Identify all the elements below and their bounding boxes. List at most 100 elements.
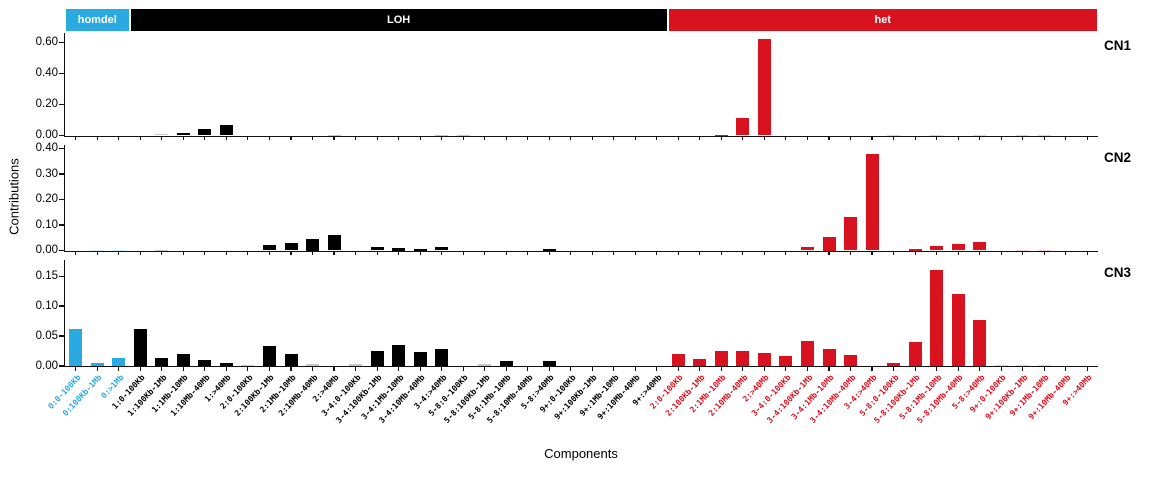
x-tick (182, 367, 184, 371)
x-tick (570, 251, 572, 256)
bar (1037, 134, 1051, 136)
x-tick (376, 251, 378, 256)
x-tick (333, 136, 335, 141)
group-band-homdel: homdel (66, 9, 129, 31)
bar (306, 364, 319, 366)
bar (757, 39, 771, 136)
bar (973, 319, 987, 366)
x-tick (1022, 367, 1024, 371)
x-tick (225, 367, 227, 371)
x-tick (656, 251, 658, 256)
y-tick-label: 0.00 (35, 244, 58, 256)
bar (736, 118, 750, 136)
x-tick (161, 136, 163, 141)
y-tick (59, 173, 65, 175)
bar (306, 239, 319, 251)
bar (930, 270, 944, 366)
bar (392, 345, 406, 366)
bar (112, 249, 126, 251)
bar (1016, 364, 1030, 366)
bar (349, 364, 362, 366)
bar (714, 351, 728, 366)
bar (155, 249, 169, 251)
x-tick (398, 251, 400, 256)
bar (435, 134, 449, 136)
x-tick (914, 136, 916, 141)
bar (155, 357, 169, 366)
x-tick (247, 136, 249, 141)
group-band-label-LOH: LOH (386, 14, 411, 26)
bar (887, 363, 901, 366)
bar (1037, 364, 1051, 366)
y-tick (59, 275, 65, 277)
x-tick (720, 251, 722, 256)
x-tick (182, 251, 184, 256)
x-tick (505, 251, 507, 256)
y-tick (59, 134, 65, 137)
x-tick (979, 251, 981, 256)
x-tick (290, 136, 292, 141)
bar (370, 247, 384, 251)
x-tick (462, 251, 464, 256)
x-tick (570, 136, 572, 141)
bar (1016, 134, 1030, 136)
x-tick (118, 367, 120, 371)
x-tick (936, 367, 938, 371)
bar (865, 153, 879, 251)
x-tick (893, 136, 895, 141)
x-tick (441, 251, 443, 256)
x-tick (957, 251, 959, 256)
x-tick (677, 367, 679, 371)
x-tick (118, 136, 120, 141)
bar (1037, 249, 1051, 251)
x-tick (268, 251, 270, 256)
bar (284, 354, 298, 366)
x-tick (1022, 136, 1024, 141)
x-tick (462, 367, 464, 371)
bar (262, 346, 276, 366)
x-tick (96, 136, 98, 141)
x-tick (398, 367, 400, 371)
y-tick-label: 0.60 (35, 35, 58, 48)
x-tick (139, 251, 141, 256)
x-tick (1000, 251, 1002, 256)
x-tick (591, 367, 593, 371)
x-tick (527, 136, 529, 141)
y-axis-title: Contributions (6, 158, 22, 235)
x-tick (957, 136, 959, 141)
y-tick-label: 0.40 (35, 66, 58, 79)
x-tick (763, 136, 765, 141)
x-axis-line (64, 135, 1098, 137)
x-tick (1000, 136, 1002, 141)
x-tick (634, 136, 636, 141)
y-tick-label: 0.40 (35, 142, 58, 155)
bar (133, 328, 147, 366)
x-tick (1086, 251, 1088, 256)
x-tick (806, 251, 809, 256)
x-tick (1022, 251, 1024, 256)
y-tick (59, 335, 65, 337)
x-tick (613, 251, 615, 256)
x-tick (398, 136, 400, 141)
bar (413, 352, 427, 366)
bar (844, 355, 857, 366)
facet-label-cn3: CN3 (1104, 265, 1132, 280)
x-tick (849, 251, 852, 256)
x-tick (699, 251, 701, 256)
bar (435, 349, 449, 366)
x-tick (333, 251, 335, 256)
bar (219, 125, 233, 136)
x-tick (548, 136, 550, 141)
x-tick (1043, 136, 1045, 141)
bar (887, 134, 901, 136)
x-tick (893, 251, 895, 256)
x-tick (462, 136, 464, 141)
x-tick (849, 367, 852, 371)
bar (671, 354, 685, 366)
x-tick (290, 367, 292, 371)
x-axis-line (64, 366, 1098, 368)
bar (801, 246, 814, 251)
x-tick (720, 367, 722, 371)
bar (198, 129, 212, 136)
